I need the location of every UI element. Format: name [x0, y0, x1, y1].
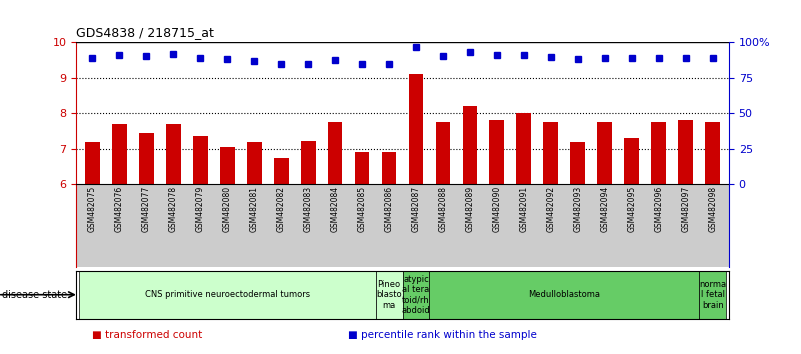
Bar — [139, 133, 154, 184]
Text: GSM482084: GSM482084 — [331, 186, 340, 232]
Bar — [381, 152, 396, 184]
Text: GSM482077: GSM482077 — [142, 186, 151, 232]
Bar — [76, 184, 729, 267]
Bar — [570, 142, 586, 184]
Bar — [402, 271, 429, 319]
Text: GSM482092: GSM482092 — [546, 186, 555, 232]
Text: GSM482098: GSM482098 — [708, 186, 717, 232]
Bar — [328, 122, 343, 184]
Text: GSM482094: GSM482094 — [600, 186, 610, 232]
Bar — [78, 271, 376, 319]
Bar — [598, 122, 612, 184]
Text: atypic
al tera
toid/rh
abdoid: atypic al tera toid/rh abdoid — [401, 275, 430, 315]
Text: GSM482096: GSM482096 — [654, 186, 663, 232]
Text: GSM482075: GSM482075 — [88, 186, 97, 232]
Text: GDS4838 / 218715_at: GDS4838 / 218715_at — [76, 26, 214, 39]
Text: GSM482091: GSM482091 — [519, 186, 529, 232]
Text: GSM482076: GSM482076 — [115, 186, 124, 232]
Bar — [300, 141, 316, 184]
Bar — [112, 124, 127, 184]
Bar — [699, 271, 727, 319]
Text: ■ percentile rank within the sample: ■ percentile rank within the sample — [348, 330, 537, 340]
Bar — [436, 122, 450, 184]
Text: GSM482086: GSM482086 — [384, 186, 393, 232]
Text: GSM482088: GSM482088 — [438, 186, 448, 232]
Text: disease state: disease state — [2, 290, 67, 300]
Bar — [462, 106, 477, 184]
Text: GSM482087: GSM482087 — [412, 186, 421, 232]
Text: GSM482095: GSM482095 — [627, 186, 636, 232]
Bar — [543, 122, 558, 184]
Bar — [429, 271, 699, 319]
Text: GSM482079: GSM482079 — [195, 186, 205, 232]
Bar — [85, 142, 99, 184]
Text: GSM482090: GSM482090 — [493, 186, 501, 232]
Text: CNS primitive neuroectodermal tumors: CNS primitive neuroectodermal tumors — [145, 290, 310, 299]
Bar — [355, 152, 369, 184]
Bar — [219, 147, 235, 184]
Text: GSM482097: GSM482097 — [681, 186, 690, 232]
Bar — [517, 113, 531, 184]
Bar — [678, 120, 693, 184]
Text: GSM482080: GSM482080 — [223, 186, 231, 232]
Text: GSM482089: GSM482089 — [465, 186, 474, 232]
Bar — [193, 136, 207, 184]
Bar — [624, 138, 639, 184]
Text: ■ transformed count: ■ transformed count — [92, 330, 203, 340]
Text: GSM482083: GSM482083 — [304, 186, 312, 232]
Bar — [489, 120, 505, 184]
Bar — [651, 122, 666, 184]
Bar — [166, 124, 181, 184]
Bar — [274, 158, 288, 184]
Bar — [706, 122, 720, 184]
Text: GSM482082: GSM482082 — [276, 186, 286, 232]
Text: norma
l fetal
brain: norma l fetal brain — [699, 280, 727, 310]
Text: GSM482093: GSM482093 — [574, 186, 582, 232]
Bar — [376, 271, 402, 319]
Text: GSM482081: GSM482081 — [250, 186, 259, 232]
Text: Pineo
blasto
ma: Pineo blasto ma — [376, 280, 402, 310]
Text: GSM482078: GSM482078 — [169, 186, 178, 232]
Text: GSM482085: GSM482085 — [357, 186, 367, 232]
Bar — [409, 74, 424, 184]
Bar — [247, 142, 262, 184]
Text: Medulloblastoma: Medulloblastoma — [529, 290, 601, 299]
